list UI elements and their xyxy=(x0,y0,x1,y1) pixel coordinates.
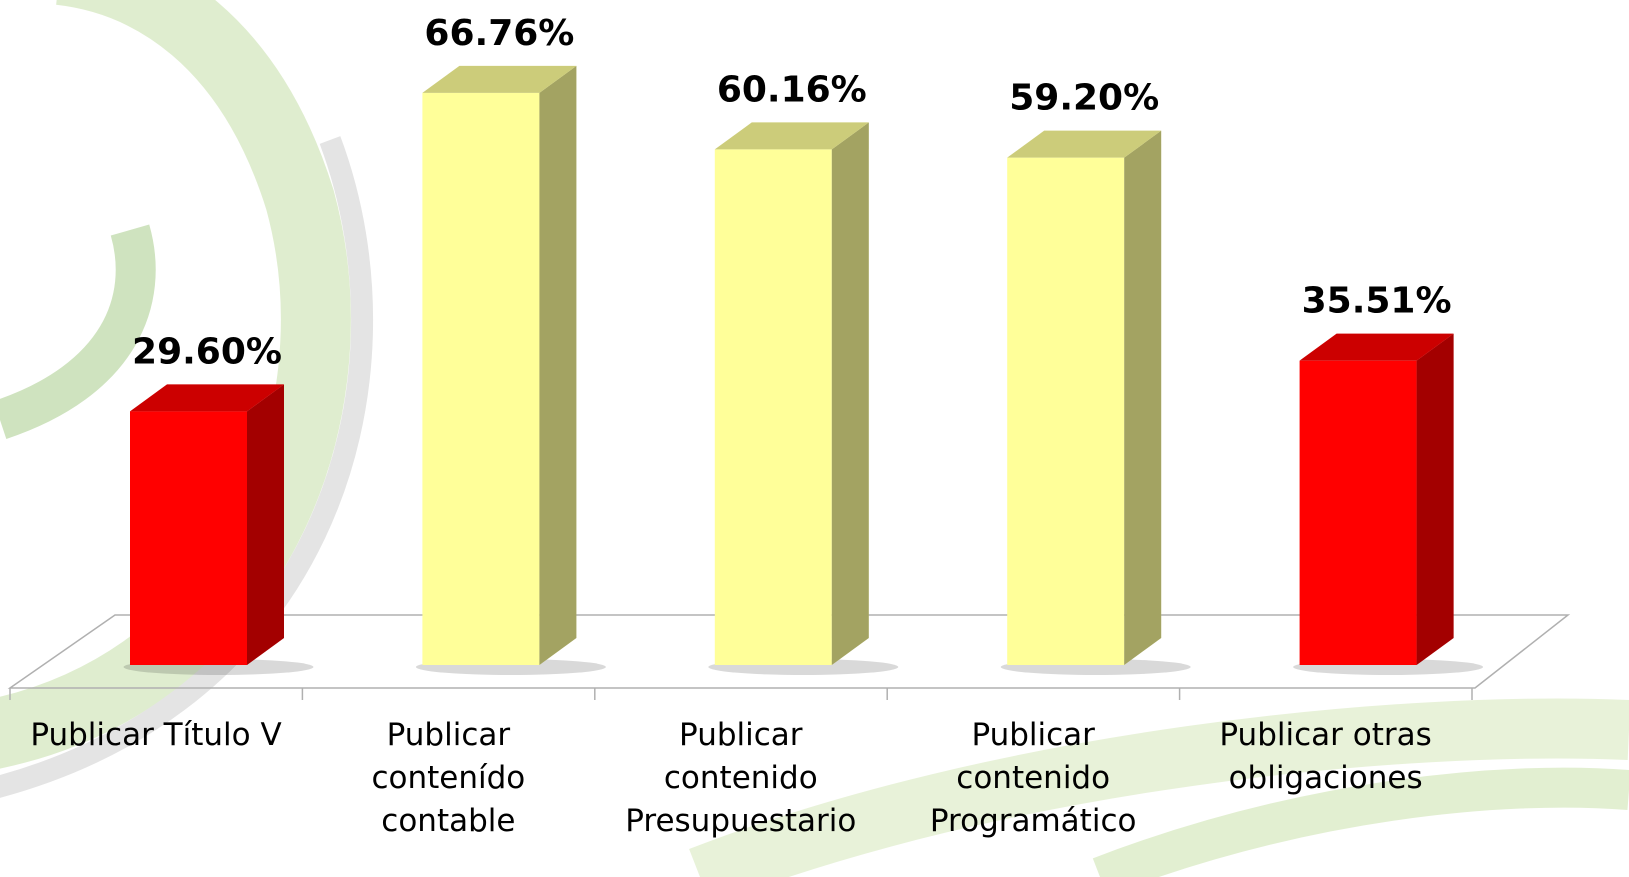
category-label: Publicar Título V xyxy=(10,714,302,757)
category-label: Publicar otras obligaciones xyxy=(1180,714,1472,800)
category-label: Publicar contenído contable xyxy=(302,714,594,843)
value-label: 60.16% xyxy=(717,69,867,110)
bar-front xyxy=(1007,158,1124,665)
bar-front xyxy=(422,93,539,665)
bar-side-shade xyxy=(247,384,284,665)
bar-front xyxy=(715,149,832,665)
bar-side-shade xyxy=(1417,334,1454,665)
value-label: 59.20% xyxy=(1009,78,1159,119)
category-label: Publicar contenido Programático xyxy=(887,714,1179,843)
value-label: 66.76% xyxy=(424,13,574,54)
page: 29.60% 66.76% 60.16% 59.20% 35.51% Publicar … xyxy=(0,0,1629,877)
bar-front xyxy=(1300,361,1417,665)
value-label: 29.60% xyxy=(132,331,282,372)
value-label: 35.51% xyxy=(1302,281,1452,322)
category-label: Publicar contenido Presupuestario xyxy=(595,714,887,843)
bar-side-shade xyxy=(1124,131,1161,665)
bar-side-shade xyxy=(539,66,576,665)
bar-front xyxy=(130,411,247,665)
bar-side-shade xyxy=(832,122,869,665)
